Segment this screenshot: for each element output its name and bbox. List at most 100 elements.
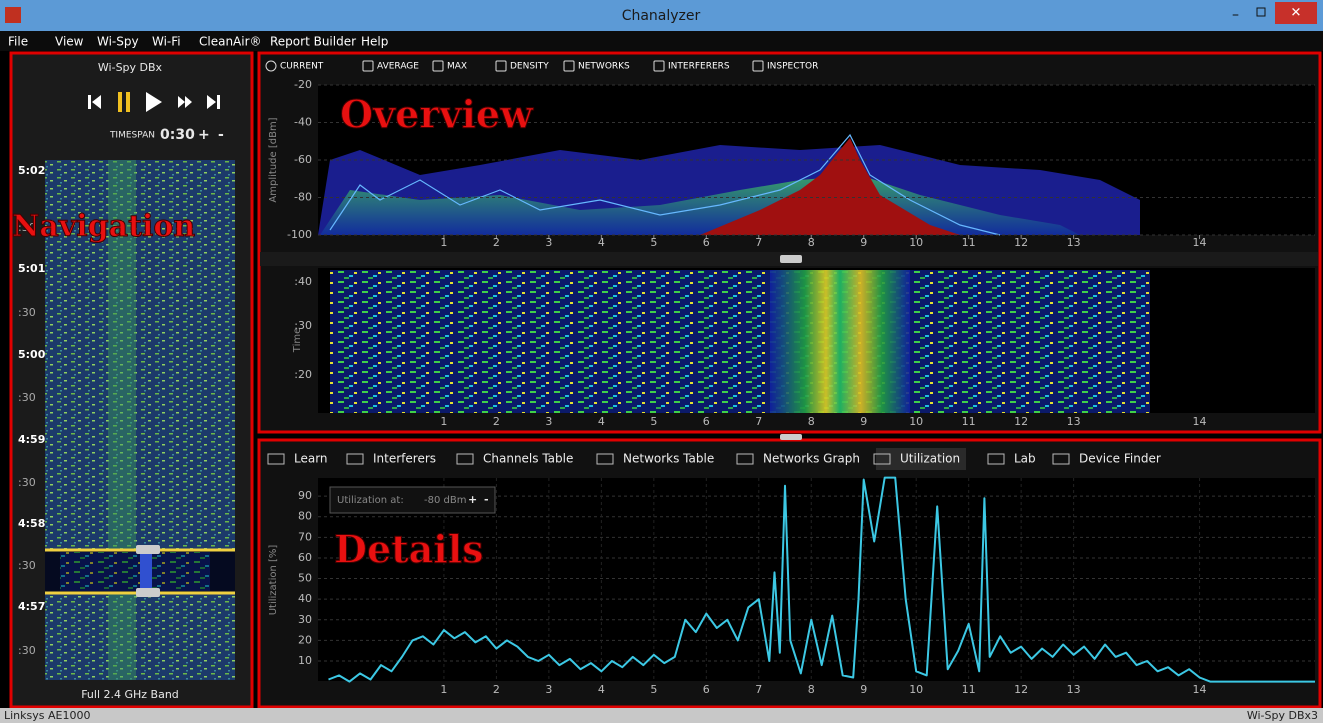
x-tick-label: 13 [1067,415,1081,428]
x-tick-label: 9 [860,415,867,428]
selection-handle[interactable] [136,545,160,554]
tab[interactable]: Utilization [900,452,960,466]
toolbar-button[interactable]: DENSITY [510,62,549,72]
time-label: :30 [18,644,36,657]
pause[interactable] [118,92,122,112]
utilization-y-label: Utilization [%] [268,545,279,616]
x-tick-label: 12 [1014,683,1028,696]
splitter-handle[interactable] [780,434,802,440]
x-tick-label: 12 [1014,236,1028,249]
toolbar-button[interactable]: CURRENT [280,62,324,72]
threshold-label: Utilization at: [337,495,404,506]
selection-handle[interactable] [136,588,160,597]
time-tick-label: :20 [294,368,312,381]
menu-item[interactable]: Report Builder [270,35,356,49]
spectrum-max-trace [329,133,1001,236]
x-tick-label: 5 [650,415,657,428]
x-tick-label: 14 [1193,415,1207,428]
splitter-handle[interactable] [780,255,802,263]
y-tick-label: 80 [298,510,312,523]
device-name: Wi-Spy DBx [98,61,163,74]
threshold-value: -80 dBm [424,495,466,506]
x-tick-label: 10 [909,236,923,249]
skip-end[interactable] [207,95,220,109]
x-tick-label: 4 [598,236,605,249]
utilization-line [328,476,1315,683]
menu-item[interactable]: Wi-Fi [152,35,181,49]
app-icon [5,7,21,23]
x-tick-label: 8 [808,236,815,249]
x-tick-label: 4 [598,683,605,696]
threshold-plus[interactable]: + [468,493,477,506]
status-bar [0,708,1323,723]
x-tick-label: 10 [909,415,923,428]
close-button[interactable] [1275,2,1317,24]
toolbar-button[interactable]: AVERAGE [377,62,419,72]
toolbar-icon [495,60,507,72]
restore-button[interactable] [1256,7,1266,17]
menu-bar [0,31,1323,51]
play[interactable] [146,92,162,112]
y-tick-label: -80 [294,191,312,204]
menu-item[interactable]: File [8,35,28,49]
toolbar-icon [563,60,575,72]
threshold-minus[interactable]: - [484,493,489,506]
toolbar-icon [432,60,444,72]
waterfall-y-label: Time [292,328,303,353]
close-icon: ✕ [1291,6,1302,21]
tab[interactable]: Networks Table [623,452,714,466]
spectrum-peak [700,138,960,235]
y-tick-label: 60 [298,551,312,564]
x-tick-label: 3 [545,236,552,249]
toolbar-button[interactable]: INTERFERERS [668,62,730,72]
window-title: Chanalyzer [622,8,701,24]
x-tick-label: 3 [545,683,552,696]
pause[interactable] [126,92,130,112]
menu-item[interactable]: Wi-Spy [97,35,139,49]
tab-icon [987,453,1005,465]
toolbar-button[interactable]: NETWORKS [578,62,630,72]
tab[interactable]: Device Finder [1079,452,1161,466]
time-label: :30 [18,391,36,404]
tab[interactable]: Channels Table [483,452,573,466]
x-tick-label: 2 [493,415,500,428]
fast-forward[interactable] [178,96,192,108]
timespan-minus[interactable]: - [218,127,224,143]
y-tick-label: -100 [287,228,312,241]
x-tick-label: 12 [1014,415,1028,428]
tab[interactable]: Interferers [373,452,436,466]
timespan-plus[interactable]: + [198,127,210,143]
x-tick-label: 2 [493,683,500,696]
utilization-threshold-box [329,486,496,514]
timespan-label: TIMESPAN [109,131,155,141]
toolbar-button[interactable]: INSPECTOR [767,62,818,72]
band-label: Full 2.4 GHz Band [81,688,179,701]
x-tick-label: 9 [860,236,867,249]
x-tick-label: 13 [1067,236,1081,249]
x-tick-label: 3 [545,415,552,428]
status-left: Linksys AE1000 [4,709,90,722]
minimize-button[interactable]: – [1232,7,1239,23]
skip-start[interactable] [88,95,101,109]
tab-icon [346,453,364,465]
time-tick-label: :40 [294,275,312,288]
y-tick-label: 90 [298,489,312,502]
y-tick-label: 70 [298,530,312,543]
time-label: 4:59 [18,433,45,446]
tab[interactable]: Lab [1014,452,1036,466]
x-tick-label: 1 [440,236,447,249]
x-tick-label: 14 [1193,236,1207,249]
menu-item[interactable]: Help [361,35,388,49]
tab[interactable]: Learn [294,452,328,466]
y-tick-label: 40 [298,592,312,605]
time-label: 5:02 [18,164,45,177]
menu-item[interactable]: View [55,35,84,49]
tab[interactable]: Networks Graph [763,452,860,466]
menu-item[interactable]: CleanAir® [199,35,262,49]
x-tick-label: 6 [703,415,710,428]
x-tick-label: 8 [808,683,815,696]
spectrum-y-label: Amplitude [dBm] [268,117,279,202]
time-tick-label: :30 [294,319,312,332]
toolbar-button[interactable]: MAX [447,62,467,72]
